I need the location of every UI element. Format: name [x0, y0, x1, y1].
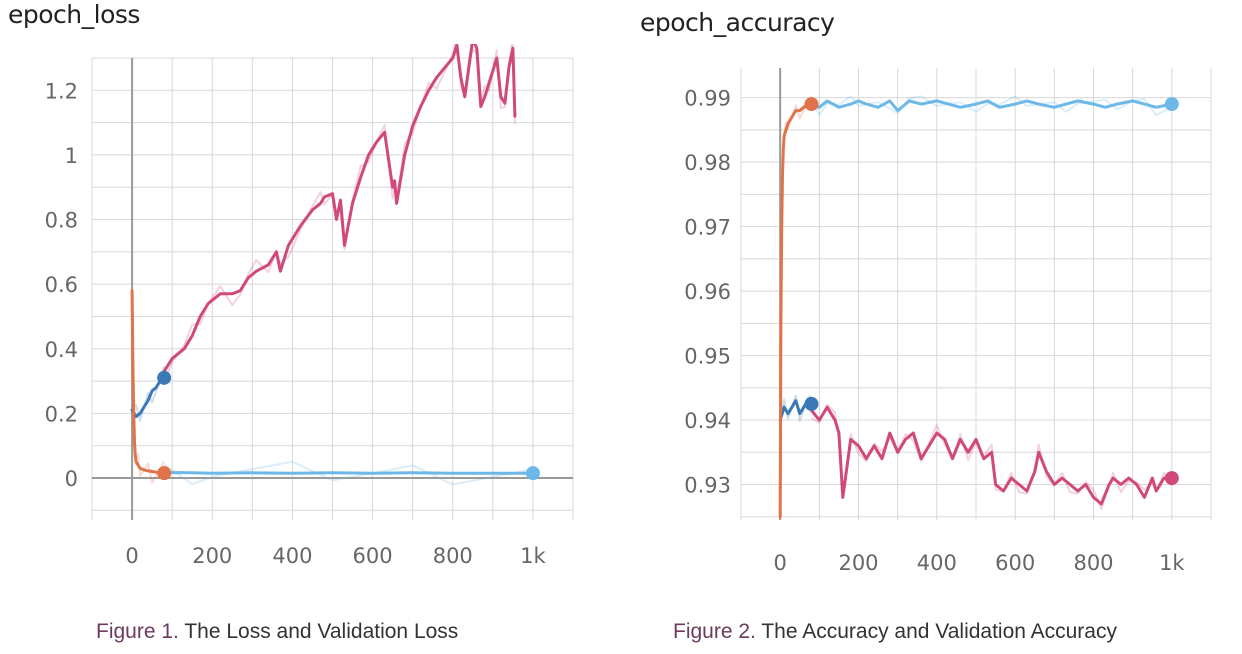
caption-label: Figure 1. — [96, 620, 179, 643]
series-group — [130, 44, 535, 486]
x-tick-label: 0 — [125, 544, 138, 568]
series-raw-line — [131, 298, 165, 484]
x-tick-label: 800 — [433, 544, 473, 568]
accuracy-chart-panel: epoch_accuracy 0.93 0.94 0.95 0.96 0.97 0.98 0… — [621, 0, 1242, 654]
figure-caption: Figure 2. The Accuracy and Validation Ac… — [673, 620, 1117, 644]
series-raw-line — [779, 95, 813, 520]
series-raw-line — [810, 95, 1173, 117]
series-end-marker — [804, 97, 819, 112]
series-line — [130, 289, 166, 475]
x-tick-label: 400 — [917, 551, 957, 575]
series-end-marker — [804, 396, 819, 411]
series-end-marker — [1164, 97, 1179, 112]
y-tick-label: 0.2 — [45, 402, 78, 426]
series-line — [162, 44, 517, 373]
y-tick-label: 0.95 — [684, 345, 731, 369]
x-tick-label: 600 — [995, 551, 1035, 575]
y-tick-label: 0.6 — [45, 273, 78, 297]
series-end-marker — [157, 466, 172, 481]
y-tick-label: 0.98 — [684, 151, 731, 175]
y-tick-label: 0.99 — [684, 87, 731, 111]
y-tick-label: 0 — [65, 467, 78, 491]
y-tick-label: 0.97 — [684, 216, 731, 240]
series-line — [162, 471, 535, 475]
x-tick-label: 1k — [520, 544, 546, 568]
series-group — [778, 95, 1174, 520]
x-tick-label: 800 — [1073, 551, 1113, 575]
series-line — [810, 99, 1174, 113]
series-end-marker — [525, 466, 540, 481]
caption-label: Figure 2. — [673, 620, 756, 643]
caption-text: The Loss and Validation Loss — [184, 620, 459, 643]
y-tick-label: 0.94 — [684, 409, 731, 433]
loss-chart: 0 0.2 0.4 0.6 0.8 1 1.2 0 200 400 600 800 1k — [45, 44, 574, 568]
y-tick-label: 1 — [65, 144, 78, 168]
series-line — [778, 102, 813, 519]
y-tick-label: 0.8 — [45, 209, 78, 233]
x-tick-label: 200 — [838, 551, 878, 575]
x-tick-label: 1k — [1159, 551, 1185, 575]
series-raw-line — [163, 460, 534, 486]
chart-title: epoch_accuracy — [640, 8, 835, 37]
y-tick-label: 0.93 — [684, 474, 731, 498]
y-tick-label: 0.96 — [684, 280, 731, 304]
grid — [91, 57, 574, 520]
grid — [740, 68, 1212, 520]
chart-title: epoch_loss — [8, 0, 140, 29]
series-end-marker — [157, 370, 172, 385]
figure-caption: Figure 1. The Loss and Validation Loss — [96, 620, 458, 644]
series-line — [810, 405, 1174, 506]
series-line — [130, 376, 166, 419]
caption-text: The Accuracy and Validation Accuracy — [761, 620, 1117, 643]
accuracy-chart: 0.93 0.94 0.95 0.96 0.97 0.98 0.99 0 200 400 600 80… — [684, 68, 1212, 575]
x-tick-label: 400 — [272, 544, 312, 568]
series-end-marker — [1164, 471, 1179, 486]
loss-chart-panel: epoch_loss 0 0.2 0.4 0.6 0.8 1 1.2 0 200 400 600 80… — [8, 0, 574, 644]
y-tick-label: 1.2 — [45, 79, 78, 103]
x-tick-label: 600 — [353, 544, 393, 568]
x-tick-label: 0 — [773, 551, 786, 575]
y-tick-label: 0.4 — [45, 338, 78, 362]
x-tick-label: 200 — [192, 544, 232, 568]
